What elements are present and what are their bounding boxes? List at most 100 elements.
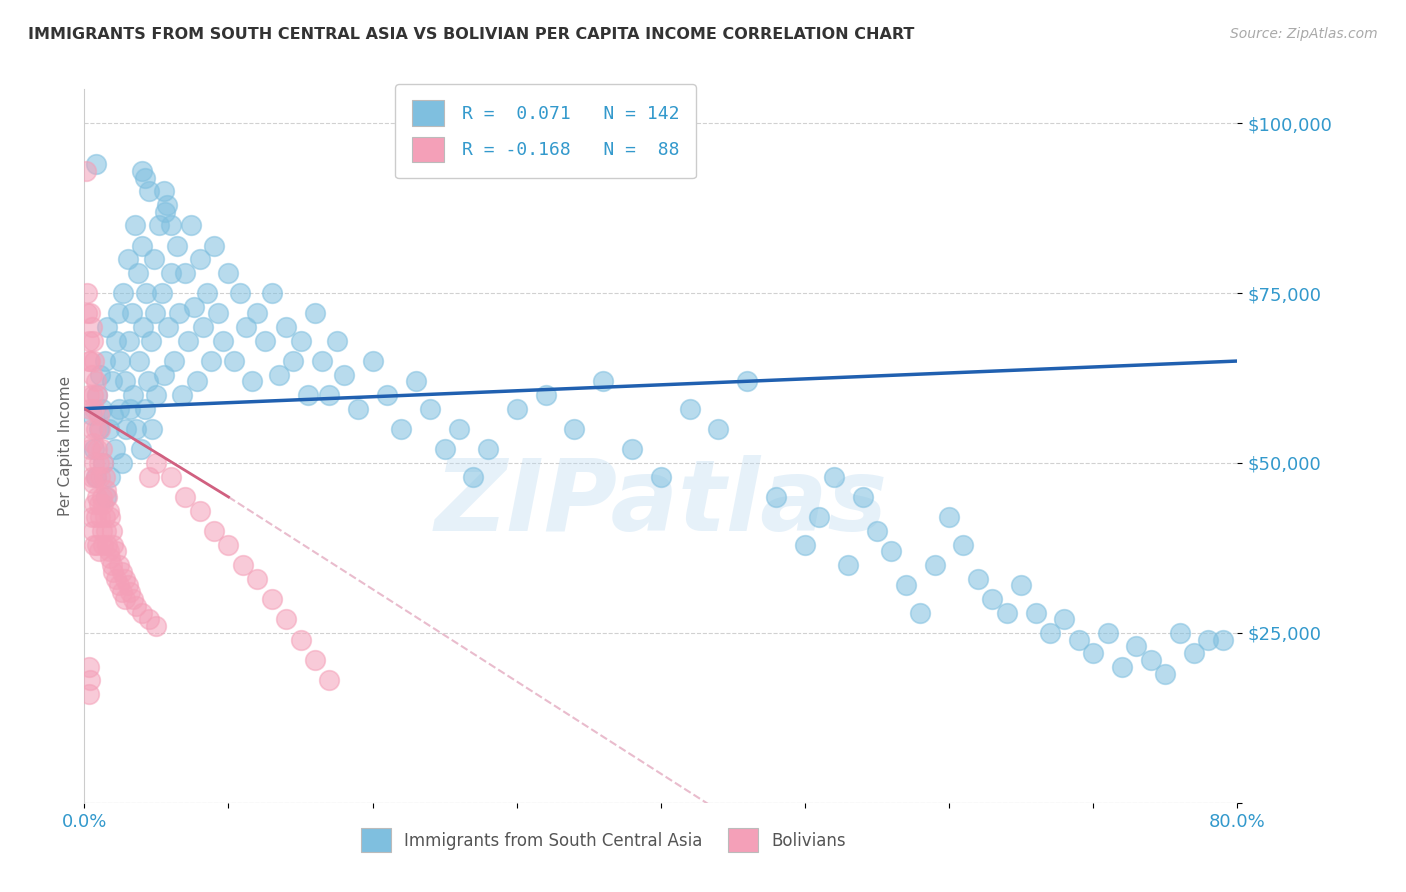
Point [333,368,356,382]
Point [108,401,131,416]
Point [1125,640,1147,654]
Point [87,409,110,423]
Point [160,266,183,280]
Point [477,442,499,457]
Point [96,490,118,504]
Point [1067,632,1090,647]
Point [188,503,211,517]
Point [276,612,298,626]
Point [90,490,112,504]
Point [183,300,205,314]
Point [104,442,127,457]
Point [103,565,124,579]
Y-axis label: Per Capita Income: Per Capita Income [58,376,73,516]
Point [131,238,153,252]
Point [152,368,174,382]
Point [93,354,115,368]
Point [96,537,118,551]
Point [84,510,107,524]
Point [419,401,441,416]
Point [433,442,456,457]
Point [93,469,115,483]
Point [174,490,197,504]
Point [621,442,644,457]
Point [823,469,845,483]
Text: Source: ZipAtlas.com: Source: ZipAtlas.com [1230,27,1378,41]
Point [83,354,105,368]
Point [98,469,121,483]
Point [283,354,305,368]
Point [125,599,148,613]
Point [103,537,124,551]
Point [124,218,146,232]
Point [650,469,672,483]
Point [218,266,240,280]
Point [880,544,903,558]
Point [132,320,155,334]
Point [80,409,103,423]
Point [224,354,246,368]
Point [125,422,148,436]
Point [91,497,114,511]
Point [1010,578,1032,592]
Point [325,334,347,348]
Point [90,524,112,538]
Point [76,306,98,320]
Point [84,469,107,483]
Point [117,578,139,592]
Point [108,558,131,572]
Point [138,612,160,626]
Point [304,306,326,320]
Point [290,632,312,647]
Point [1025,606,1047,620]
Point [166,238,188,252]
Point [80,422,103,436]
Point [707,422,730,436]
Point [318,388,340,402]
Point [177,334,200,348]
Point [1168,626,1191,640]
Point [114,572,136,586]
Point [211,334,233,348]
Point [188,252,211,266]
Point [405,375,427,389]
Point [924,558,946,572]
Point [1111,660,1133,674]
Point [894,578,917,592]
Point [304,653,326,667]
Point [794,537,817,551]
Point [155,198,177,212]
Point [202,238,225,252]
Point [84,422,107,436]
Point [98,510,121,524]
Point [246,306,269,320]
Point [737,375,759,389]
Point [131,163,153,178]
Point [80,368,103,382]
Point [765,490,787,504]
Point [105,544,128,558]
Point [112,286,135,301]
Point [138,184,160,198]
Point [240,375,263,389]
Point [160,469,183,483]
Point [297,388,319,402]
Point [180,218,202,232]
Point [174,266,197,280]
Point [83,401,105,416]
Point [229,286,252,301]
Point [86,537,108,551]
Point [111,585,134,599]
Point [153,204,176,219]
Point [246,572,269,586]
Point [82,334,104,348]
Point [86,442,108,457]
Point [143,306,166,320]
Point [134,401,156,416]
Point [150,286,173,301]
Point [135,286,157,301]
Point [97,503,120,517]
Point [75,163,97,178]
Point [97,544,120,558]
Point [186,375,208,389]
